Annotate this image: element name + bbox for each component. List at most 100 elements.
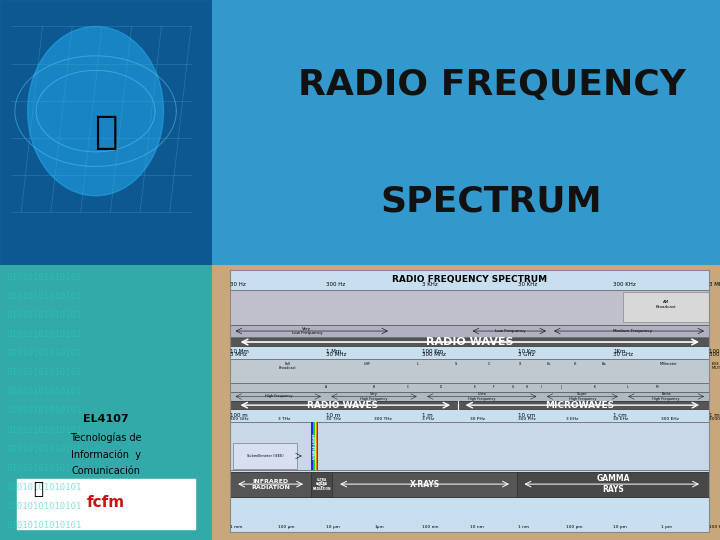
Text: RADIO WAVES: RADIO WAVES bbox=[307, 401, 379, 410]
Text: 10 m: 10 m bbox=[326, 413, 341, 418]
Text: C: C bbox=[407, 386, 408, 389]
Text: VISIBLE LIGHT: VISIBLE LIGHT bbox=[312, 434, 317, 459]
Text: K: K bbox=[574, 362, 576, 366]
Text: 1 Mm: 1 Mm bbox=[326, 349, 341, 354]
Bar bbox=[17, 480, 195, 529]
Text: 30 EHz: 30 EHz bbox=[613, 417, 629, 421]
Text: 100 m: 100 m bbox=[709, 349, 720, 354]
Text: 01010101010101: 01010101010101 bbox=[6, 444, 81, 454]
Text: 10 Mm: 10 Mm bbox=[230, 349, 249, 354]
Text: IEEE
MILITARY: IEEE MILITARY bbox=[711, 362, 720, 370]
Text: 30 GHz: 30 GHz bbox=[613, 353, 634, 357]
Text: X-RAYS: X-RAYS bbox=[410, 480, 440, 489]
Text: 30 PHz: 30 PHz bbox=[469, 417, 485, 421]
Text: 01010101010101: 01010101010101 bbox=[6, 311, 81, 320]
Bar bbox=[623, 292, 709, 322]
Text: Comunicación: Comunicación bbox=[72, 466, 140, 476]
Bar bbox=[311, 422, 312, 470]
Text: Super
High Frequency: Super High Frequency bbox=[569, 392, 596, 401]
Text: RADIO WAVES: RADIO WAVES bbox=[426, 337, 513, 347]
Text: 1μm: 1μm bbox=[374, 524, 384, 529]
Text: 01010101010101: 01010101010101 bbox=[6, 292, 81, 301]
Text: 10 Km: 10 Km bbox=[518, 349, 536, 354]
Text: H: H bbox=[526, 386, 528, 389]
Bar bbox=[230, 338, 709, 346]
Text: 30 Hz: 30 Hz bbox=[230, 282, 246, 287]
Text: Ka: Ka bbox=[602, 362, 606, 366]
Bar bbox=[312, 422, 313, 470]
Text: 300 MHz: 300 MHz bbox=[422, 353, 446, 357]
Text: High Frequency: High Frequency bbox=[264, 395, 292, 399]
Text: 01010101010101: 01010101010101 bbox=[6, 502, 81, 511]
Text: C: C bbox=[487, 362, 490, 366]
Text: 🌐: 🌐 bbox=[94, 113, 118, 151]
Text: 1Km: 1Km bbox=[613, 349, 626, 354]
Text: 100 nm: 100 nm bbox=[422, 524, 438, 529]
Text: 100 m: 100 m bbox=[230, 413, 248, 418]
Bar bbox=[233, 443, 297, 469]
Text: 10 μm: 10 μm bbox=[326, 524, 340, 529]
Text: 1 cm: 1 cm bbox=[613, 413, 627, 418]
Text: M: M bbox=[655, 386, 658, 389]
Text: 1 m: 1 m bbox=[422, 413, 433, 418]
Text: Ultra
High Frequency: Ultra High Frequency bbox=[468, 392, 495, 401]
Text: RADIO FREQUENCY: RADIO FREQUENCY bbox=[297, 68, 685, 102]
Bar bbox=[230, 392, 709, 401]
Bar bbox=[230, 325, 709, 337]
Text: 300 Hz: 300 Hz bbox=[326, 282, 346, 287]
Text: A: A bbox=[325, 386, 327, 389]
Bar bbox=[333, 471, 517, 497]
Text: I: I bbox=[541, 386, 542, 389]
Text: 01010101010101: 01010101010101 bbox=[6, 426, 81, 435]
Text: 3 THz: 3 THz bbox=[278, 417, 291, 421]
Text: L: L bbox=[627, 386, 629, 389]
Text: UHF: UHF bbox=[364, 362, 370, 366]
Text: AM
Broadcast: AM Broadcast bbox=[656, 300, 676, 309]
Text: 10 cm: 10 cm bbox=[518, 413, 535, 418]
Bar bbox=[316, 422, 318, 470]
Bar bbox=[313, 422, 314, 470]
Text: Submillimeter (IEEE): Submillimeter (IEEE) bbox=[246, 454, 283, 458]
Text: 300 KHz: 300 KHz bbox=[613, 282, 636, 287]
Text: 01010101010101: 01010101010101 bbox=[6, 464, 81, 472]
Text: 300 GHz: 300 GHz bbox=[709, 353, 720, 357]
Bar bbox=[230, 471, 709, 497]
Text: 3 PHz: 3 PHz bbox=[422, 417, 434, 421]
Bar bbox=[311, 471, 333, 497]
Bar bbox=[517, 471, 709, 497]
Text: 300 PHz: 300 PHz bbox=[518, 417, 536, 421]
Text: Low Frequency: Low Frequency bbox=[495, 329, 526, 333]
Text: 3 MHz: 3 MHz bbox=[230, 353, 247, 357]
Text: K: K bbox=[593, 386, 595, 389]
Text: 3 MHz: 3 MHz bbox=[709, 282, 720, 287]
Bar bbox=[230, 422, 709, 470]
Text: 01010101010101: 01010101010101 bbox=[6, 521, 81, 530]
Text: Very
High Frequency: Very High Frequency bbox=[360, 392, 388, 401]
Text: Tecnologías de: Tecnologías de bbox=[71, 433, 142, 443]
Text: S: S bbox=[454, 362, 456, 366]
Text: 10 nm: 10 nm bbox=[469, 524, 484, 529]
Text: F: F bbox=[493, 386, 495, 389]
Text: SPECTRUM: SPECTRUM bbox=[381, 184, 603, 218]
Text: 3 EHz: 3 EHz bbox=[566, 417, 578, 421]
Text: 1 mm: 1 mm bbox=[230, 524, 243, 529]
Bar bbox=[230, 289, 709, 325]
Text: 01010101010101: 01010101010101 bbox=[6, 349, 81, 358]
Text: EL4107: EL4107 bbox=[84, 414, 129, 424]
Text: J: J bbox=[560, 386, 561, 389]
Text: Millimeter: Millimeter bbox=[660, 362, 678, 366]
Bar bbox=[230, 401, 709, 409]
Text: 3 GHz: 3 GHz bbox=[518, 353, 534, 357]
Bar bbox=[230, 383, 709, 392]
Text: INFRARED
RADIATION: INFRARED RADIATION bbox=[251, 478, 290, 489]
Text: 🏛: 🏛 bbox=[33, 480, 43, 498]
Text: 1 pm: 1 pm bbox=[661, 524, 672, 529]
Text: L: L bbox=[416, 362, 418, 366]
Text: Very
Low Frequency: Very Low Frequency bbox=[292, 327, 323, 335]
Text: X: X bbox=[519, 362, 521, 366]
Text: 30 THz: 30 THz bbox=[326, 417, 341, 421]
Text: Información  y: Información y bbox=[71, 449, 141, 460]
Text: Medium Frequency: Medium Frequency bbox=[613, 329, 652, 333]
Text: 01010101010101: 01010101010101 bbox=[6, 273, 81, 282]
Text: E: E bbox=[474, 386, 475, 389]
